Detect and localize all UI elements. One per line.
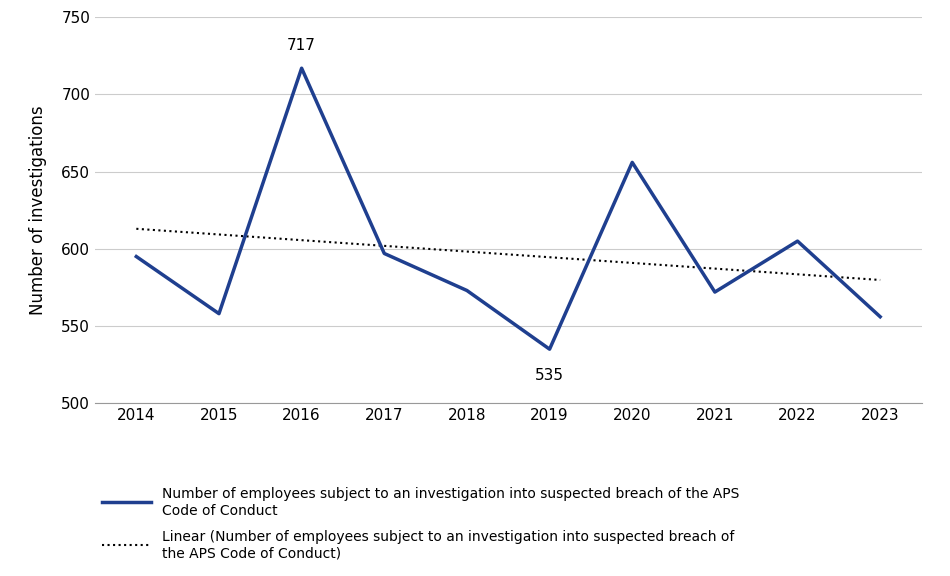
Text: 717: 717 <box>287 37 316 52</box>
Text: 535: 535 <box>535 368 564 383</box>
Y-axis label: Number of investigations: Number of investigations <box>29 105 48 315</box>
Legend: Number of employees subject to an investigation into suspected breach of the APS: Number of employees subject to an invest… <box>102 487 739 560</box>
